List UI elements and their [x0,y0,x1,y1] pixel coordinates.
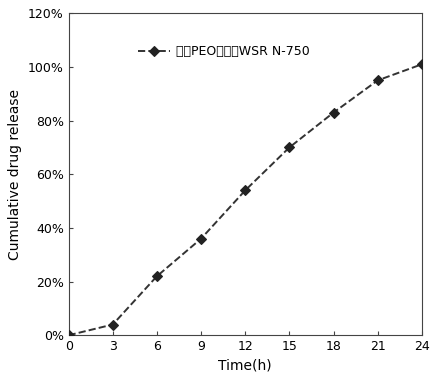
Legend: 药层PEO型号：WSR N-750: 药层PEO型号：WSR N-750 [138,45,310,58]
X-axis label: Time(h): Time(h) [219,359,272,373]
Y-axis label: Cumulative drug release: Cumulative drug release [8,89,22,260]
